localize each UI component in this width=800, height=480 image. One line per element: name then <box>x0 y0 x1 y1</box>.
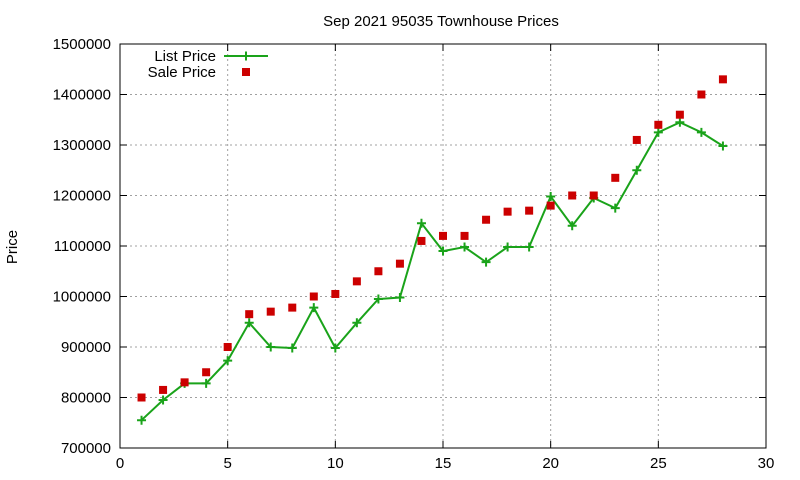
sale-price-point <box>546 201 555 210</box>
list-price-point <box>438 246 448 256</box>
legend-label-list-price: List Price <box>154 48 216 65</box>
list-price-point <box>395 293 405 303</box>
legend-label-sale-price: Sale Price <box>148 64 216 81</box>
sale-price-point <box>568 191 577 200</box>
list-price-point <box>244 318 254 328</box>
y-axis-label: Price <box>4 230 21 264</box>
list-price-point <box>352 318 362 328</box>
list-price-point <box>373 294 383 304</box>
y-tick-label: 900000 <box>61 339 111 356</box>
list-price-point <box>201 378 211 388</box>
x-tick-label: 0 <box>116 455 124 472</box>
legend-sample-list-price-marker <box>241 51 251 61</box>
list-price-point <box>287 343 297 353</box>
sale-price-point <box>180 378 189 387</box>
sale-price-point <box>654 120 663 129</box>
chart-title: Sep 2021 95035 Townhouse Prices <box>323 13 559 30</box>
list-price-line <box>140 121 724 421</box>
sale-price-point <box>417 236 426 245</box>
y-tick-label: 1300000 <box>53 137 111 154</box>
list-price-point <box>460 242 470 252</box>
list-price-point <box>524 242 534 252</box>
axis-ticks: 700000 800000 900000 1000000 1100000 1200000 1… <box>53 36 775 472</box>
sale-price-point <box>374 267 383 276</box>
y-tick-label: 1400000 <box>53 87 111 104</box>
list-price-point <box>718 141 728 151</box>
sale-price-point <box>525 206 534 215</box>
sale-price-point <box>245 310 254 319</box>
x-tick-label: 30 <box>758 455 775 472</box>
sale-price-point <box>137 393 146 402</box>
legend: List Price Sale Price <box>148 48 268 81</box>
sale-price-point <box>589 191 598 200</box>
y-tick-label: 1200000 <box>53 188 111 205</box>
sale-price-point <box>159 385 168 394</box>
plot-frame <box>119 43 767 449</box>
sale-price-point <box>395 259 404 268</box>
sale-price-point <box>460 231 469 240</box>
list-price-point <box>675 117 685 127</box>
list-price-point <box>416 218 426 228</box>
list-price-point <box>610 203 620 213</box>
list-price-point <box>632 165 642 175</box>
sale-price-point <box>288 303 297 312</box>
sale-price-point <box>352 277 361 286</box>
list-price-point <box>653 127 663 137</box>
y-tick-label: 700000 <box>61 440 111 457</box>
list-price-point <box>137 415 147 425</box>
sale-price-point <box>611 173 620 182</box>
list-price-point <box>546 192 556 202</box>
x-tick-label: 25 <box>650 455 667 472</box>
sale-price-point <box>697 90 706 99</box>
x-tick-label: 15 <box>435 455 452 472</box>
y-tick-label: 1500000 <box>53 36 111 53</box>
list-price-point <box>266 342 276 352</box>
sale-price-point <box>718 75 727 84</box>
list-price-point <box>223 356 233 366</box>
sale-price-point <box>223 343 232 351</box>
list-price-point <box>503 242 513 252</box>
list-price-point <box>158 395 168 405</box>
legend-sample-sale-price-marker <box>242 68 250 76</box>
list-price-point <box>330 343 340 353</box>
sale-price-point <box>331 289 340 298</box>
y-tick-label: 1000000 <box>53 289 111 306</box>
sale-price-point <box>482 215 491 224</box>
list-price-point <box>309 303 319 313</box>
sale-price-point <box>632 135 641 144</box>
sale-price-point <box>439 231 447 240</box>
grid-lines <box>120 44 766 448</box>
x-tick-label: 20 <box>542 455 559 472</box>
sale-price-point <box>266 307 275 316</box>
y-tick-label: 800000 <box>61 390 111 407</box>
sale-price-point <box>202 368 211 377</box>
sale-price-point <box>309 292 318 301</box>
plot-series <box>137 75 728 425</box>
x-tick-label: 5 <box>223 455 231 472</box>
list-price-point <box>567 221 577 231</box>
list-price-point <box>481 257 491 267</box>
sale-price-point <box>675 110 684 119</box>
list-price-point <box>696 127 706 137</box>
y-tick-label: 1100000 <box>54 238 111 255</box>
sale-price-point <box>503 207 512 216</box>
x-tick-label: 10 <box>327 455 344 472</box>
